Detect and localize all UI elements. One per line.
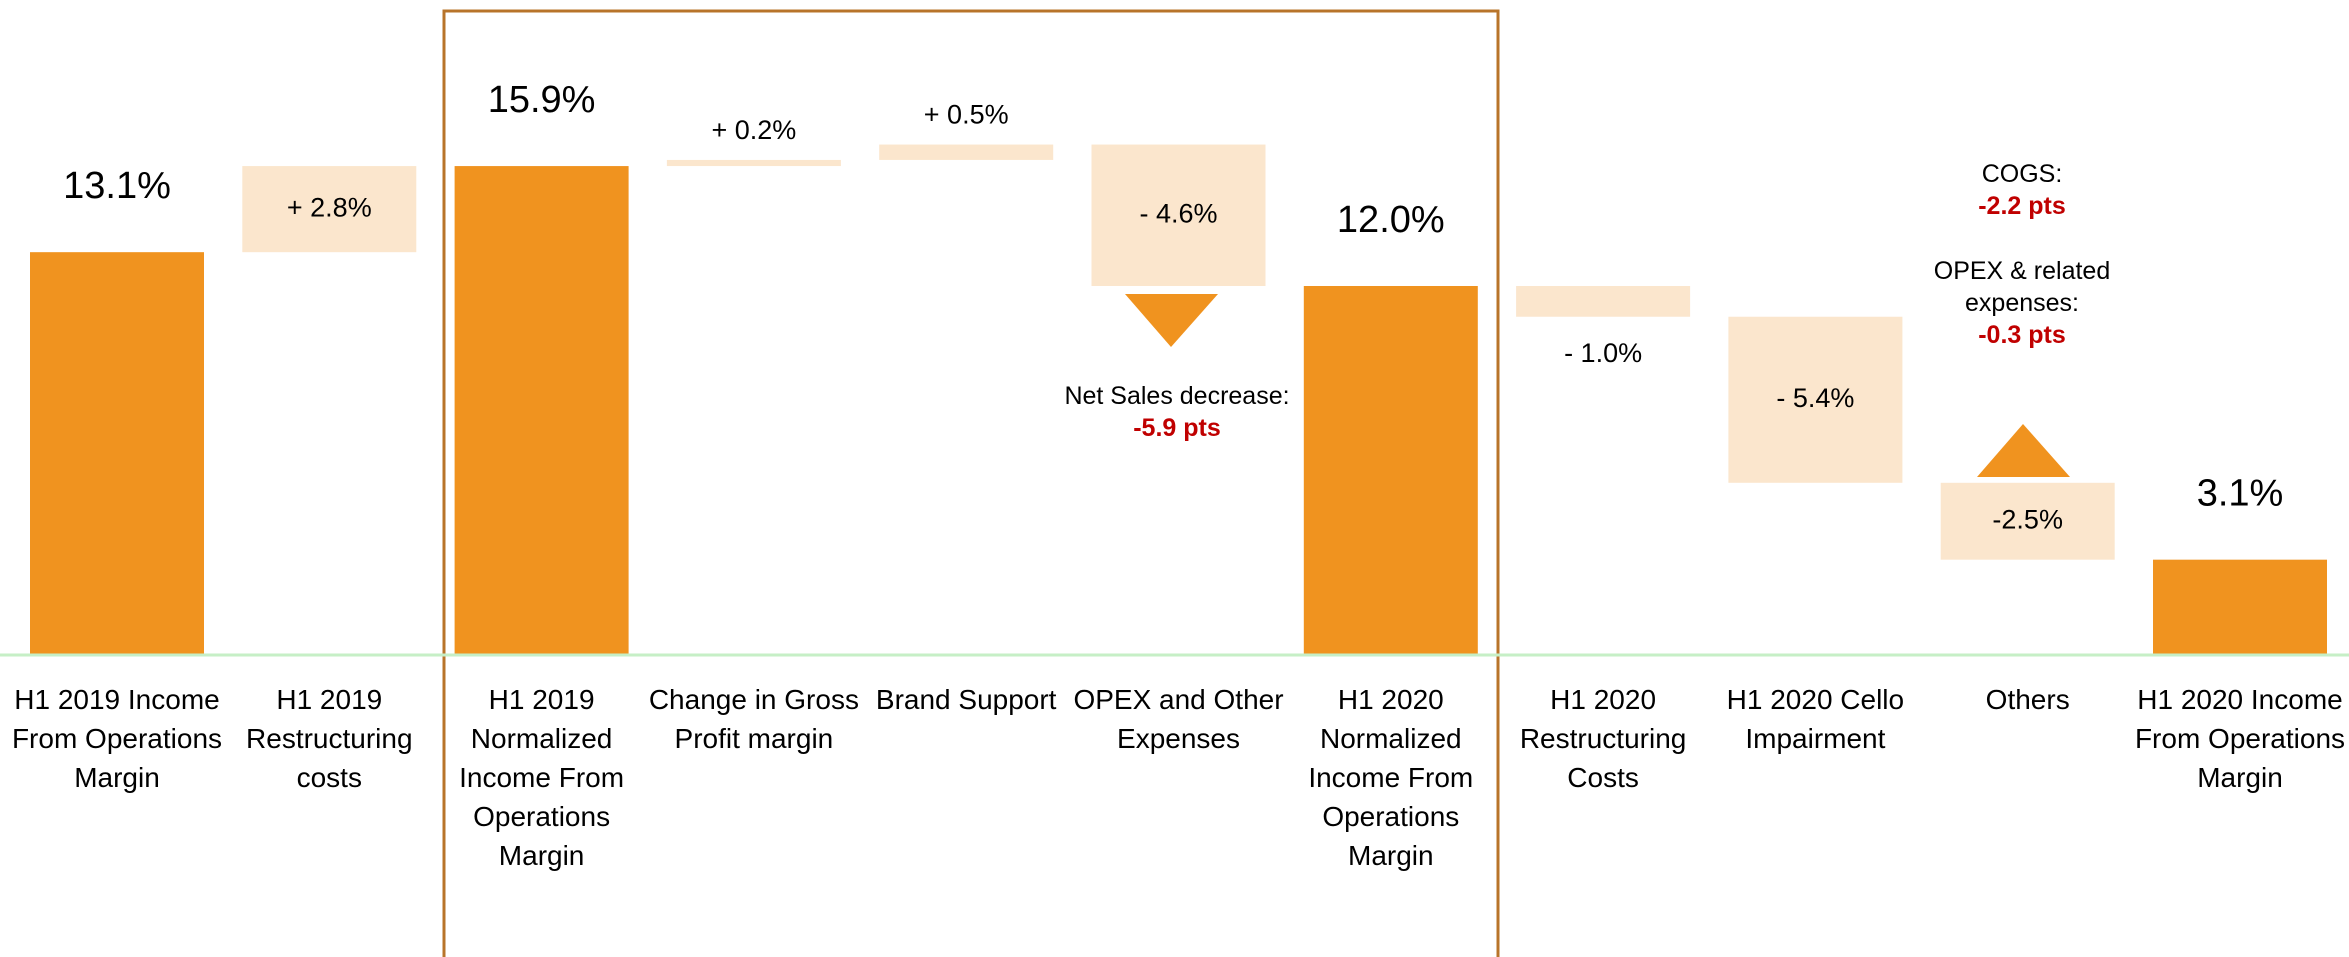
annotation-text: OPEX & related expenses:: [1933, 257, 2111, 317]
value-label: - 1.0%: [1564, 338, 1642, 368]
up-arrow: [1977, 424, 2070, 477]
value-label: - 4.6%: [1139, 198, 1217, 228]
x-tick-label: H1 2019 Normalized Income From Operation…: [459, 684, 625, 871]
annotation-text: Net Sales decrease:: [1064, 382, 1290, 410]
x-tick-label: H1 2019 Restructuring costs: [246, 684, 413, 793]
x-tick-label: H1 2020 Income From Operations Margin: [2134, 684, 2346, 793]
annotation-value: -2.2 pts: [1978, 192, 2066, 220]
x-tick-label: Change in Gross Profit margin: [648, 684, 859, 754]
x-tick-label: OPEX and Other Expenses: [1073, 684, 1284, 754]
delta-bar: [1728, 316, 1903, 483]
value-label: + 2.8%: [287, 192, 372, 222]
down-arrow: [1125, 294, 1218, 347]
delta-bar: [666, 159, 841, 167]
value-label: -2.5%: [1992, 504, 2063, 534]
value-label: + 0.5%: [924, 100, 1009, 130]
delta-bar: [242, 166, 417, 253]
value-label: 13.1%: [63, 165, 171, 207]
value-label: + 0.2%: [711, 115, 796, 145]
value-label: - 5.4%: [1776, 383, 1854, 413]
total-bar: [30, 252, 204, 656]
annotation-value: -0.3 pts: [1978, 321, 2066, 349]
delta-bar: [879, 144, 1054, 160]
delta-bar: [1091, 144, 1266, 286]
delta-bar: [1940, 482, 2115, 560]
x-tick-label: Others: [1985, 684, 2070, 715]
x-tick-label: Brand Support: [875, 684, 1057, 715]
annotation: Net Sales decrease: -5.9 pts: [1062, 380, 1292, 444]
highlight-frame: [442, 9, 1500, 957]
x-tick-label: H1 2019 Income From Operations Margin: [11, 684, 223, 793]
annotation: COGS: -2.2 pts: [1907, 158, 2137, 222]
x-tick-label: H1 2020 Restructuring Costs: [1519, 684, 1687, 793]
value-label: 15.9%: [488, 79, 596, 121]
x-tick-label: H1 2020 Normalized Income From Operation…: [1308, 684, 1474, 871]
annotation-value: -5.9 pts: [1133, 414, 1221, 442]
total-bar: [1303, 286, 1478, 655]
annotation-text: COGS:: [1981, 160, 2063, 188]
total-bar: [454, 166, 629, 655]
delta-bar: [1516, 286, 1691, 317]
value-label: 12.0%: [1337, 199, 1445, 241]
x-tick-label: H1 2020 Cello Impairment: [1726, 684, 1905, 754]
total-bar: [2153, 559, 2327, 655]
value-label: 3.1%: [2197, 473, 2284, 515]
annotation: OPEX & related expenses: -0.3 pts: [1907, 255, 2137, 351]
